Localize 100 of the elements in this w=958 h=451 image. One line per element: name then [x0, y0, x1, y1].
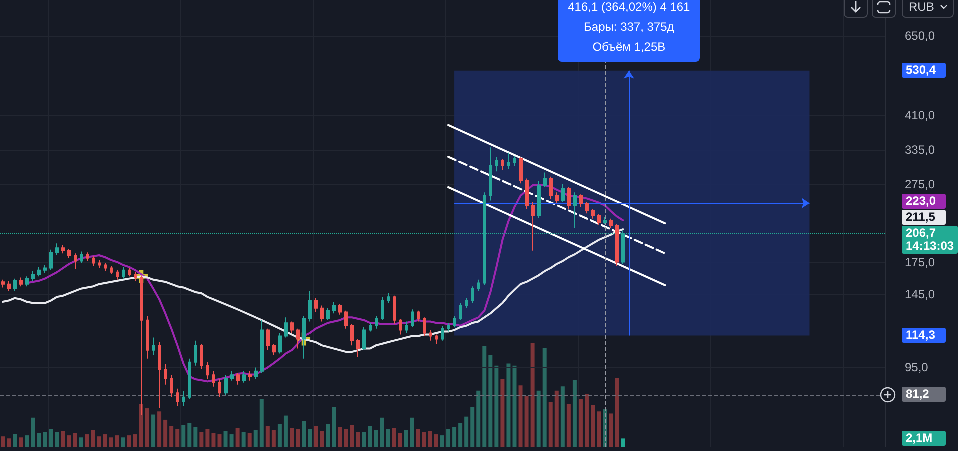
candlestick: [218, 378, 221, 398]
bar: [25, 436, 30, 447]
bar: [188, 423, 192, 447]
bar: [512, 366, 517, 447]
ref-line-label: 81,2: [902, 387, 946, 402]
candlestick: [13, 278, 17, 292]
candlestick: [591, 208, 595, 220]
bar: [422, 432, 426, 447]
candlestick: [284, 317, 288, 338]
bar: [236, 428, 240, 447]
bar: [164, 420, 168, 447]
candlestick: [519, 157, 523, 184]
bar: [61, 431, 66, 447]
bar: [609, 414, 614, 447]
candlestick: [405, 321, 408, 334]
bar: [152, 414, 156, 447]
measure-tooltip: 416,1 (364,02%) 4 161 Бары: 337, 375д Объём 1,25B: [558, 0, 700, 62]
bar: [31, 418, 36, 447]
bar: [290, 428, 294, 447]
candlestick: [146, 316, 149, 360]
bar: [127, 436, 132, 447]
candlestick: [80, 251, 83, 264]
line-series: [2, 228, 624, 354]
candlestick: [242, 370, 246, 384]
bar: [182, 425, 186, 447]
annotation: 416,1 (364,02%) 4 161: [568, 0, 690, 16]
candlestick: [332, 302, 336, 314]
text: 211,5: [902, 210, 946, 226]
candlestick: [513, 155, 516, 167]
candlestick: [459, 302, 462, 321]
candlestick: [579, 194, 583, 208]
bar: [37, 433, 42, 447]
bar: [176, 429, 180, 447]
candlestick: [447, 322, 450, 332]
bar: [482, 346, 487, 447]
bar: [158, 412, 162, 447]
bar: [500, 379, 505, 447]
bar: [326, 424, 330, 447]
bar: [266, 426, 270, 447]
candlestick: [350, 324, 354, 346]
annotation: Бары: 337, 375д: [583, 19, 676, 36]
candlestick: [74, 253, 77, 270]
bar: [591, 405, 596, 447]
candlestick: [98, 260, 101, 269]
bar: [410, 418, 414, 447]
bar: [362, 432, 366, 447]
candlestick: [182, 390, 185, 407]
bar: [428, 431, 432, 447]
bar: [19, 438, 24, 447]
bar: [194, 427, 198, 447]
bar: [368, 426, 372, 447]
bar: [13, 434, 18, 447]
bar: [121, 438, 126, 447]
bar: [43, 432, 48, 447]
bar: [530, 343, 535, 447]
bar: [615, 378, 620, 447]
candlestick: [266, 328, 270, 351]
bar: [133, 434, 138, 447]
candlestick: [507, 152, 510, 170]
bar: [488, 355, 493, 447]
candlestick: [31, 270, 35, 282]
candlestick: [37, 266, 41, 278]
candlestick: [116, 270, 119, 280]
candlestick: [585, 202, 589, 214]
candlestick: [158, 342, 161, 409]
text: 114,3: [902, 328, 946, 344]
y-tick-label: 335,0: [905, 143, 936, 158]
bar: [332, 407, 336, 447]
bar: [494, 366, 499, 447]
bar: [7, 438, 12, 447]
y-tick-label: 275,0: [905, 177, 936, 192]
candlestick: [531, 202, 535, 252]
bar: [254, 430, 258, 447]
text: 530,4: [902, 63, 946, 78]
bar: [440, 436, 444, 447]
candlestick: [453, 316, 456, 328]
candlestick: [7, 280, 11, 292]
candlestick: [411, 309, 414, 328]
text: 2,1M: [902, 431, 946, 446]
candlestick: [104, 262, 107, 272]
bar: [597, 412, 602, 447]
bar: [578, 399, 583, 447]
candlestick: [290, 321, 294, 334]
bar: [548, 402, 553, 447]
bar: [55, 432, 60, 447]
bar: [554, 390, 559, 447]
bar: [572, 380, 577, 447]
candlestick: [441, 325, 444, 342]
candlestick: [67, 248, 71, 259]
candlestick: [369, 322, 372, 332]
bar: [524, 396, 529, 447]
bar: [356, 432, 360, 447]
candlestick: [61, 244, 65, 254]
candlestick: [55, 243, 59, 256]
candlestick: [122, 266, 125, 280]
bar: [230, 434, 234, 447]
candlestick: [212, 370, 215, 388]
candlestick: [387, 293, 390, 304]
bar: [314, 426, 318, 447]
candlestick: [477, 279, 480, 292]
